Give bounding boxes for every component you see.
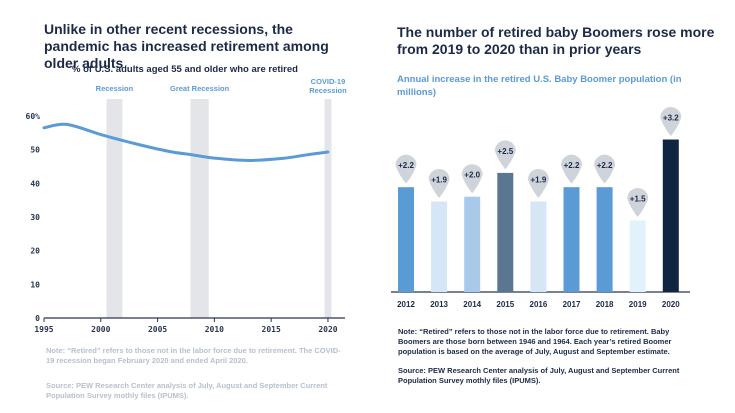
bar-value-marker	[561, 154, 582, 184]
x-tick-label: 1995	[34, 325, 53, 334]
left-panel-title: Unlike in other recent recessions, the p…	[44, 21, 329, 71]
right-source: Source: PEW Research Center analysis of …	[398, 366, 680, 385]
bar-category-label: 2020	[662, 300, 680, 309]
bar-category-label: 2019	[629, 300, 647, 309]
line-chart: Recession Great Recession COVID-19 Recessio…	[26, 77, 348, 334]
bar-2017	[563, 187, 580, 292]
x-tick-label: 2010	[205, 325, 224, 334]
bar-category-label: 2016	[530, 300, 548, 309]
bar-2013	[431, 201, 448, 292]
y-tick-label: 20	[30, 247, 40, 256]
recession-band-label: Great Recession	[170, 84, 230, 93]
bar-value-label: +1.9	[531, 175, 547, 184]
bar-2019	[629, 220, 646, 292]
bar-2016	[530, 201, 547, 292]
x-tick-label: 2015	[262, 325, 281, 334]
bar-2015	[497, 172, 514, 292]
bar-2020	[662, 139, 679, 292]
recession-band	[190, 99, 209, 318]
x-tick-label: 2020	[318, 325, 337, 334]
bar-2012	[398, 187, 414, 292]
bar-value-label: +2.2	[564, 161, 580, 170]
recession-band-label: COVID-19 Recession	[309, 77, 347, 95]
right-note: Note: “Retired” refers to those not in t…	[398, 327, 672, 356]
bar-value-marker	[428, 168, 450, 198]
bar-category-label: 2013	[430, 300, 448, 309]
bar-value-marker	[627, 188, 649, 218]
bar-value-label: +2.5	[497, 147, 513, 156]
x-tick-label: 2005	[148, 325, 167, 334]
retired-share-line	[42, 122, 330, 162]
bar-2018	[596, 187, 613, 292]
bar-value-marker	[395, 154, 417, 184]
y-tick-label: 30	[30, 213, 40, 222]
y-tick-label: 60%	[26, 112, 41, 121]
bar-chart: +2.2 2012 +1.9 2013 +2.0 2014 +2.5 2015 +1.9 2016…	[391, 107, 690, 309]
right-panel-title: The number of retired baby Boomers rose …	[397, 24, 715, 57]
left-note: Note: “Retired” refers to those not in t…	[46, 346, 341, 365]
y-tick-label: 0	[35, 314, 40, 323]
bar-value-label: +1.9	[431, 175, 447, 184]
bar-chart-subtitle: Annual increase in the retired U.S. Baby…	[397, 74, 682, 98]
recession-band	[106, 99, 123, 318]
bar-category-label: 2017	[563, 300, 581, 309]
y-tick-label: 10	[30, 280, 40, 289]
bar-category-label: 2015	[496, 300, 514, 309]
bar-category-label: 2018	[596, 300, 614, 309]
recession-band-label: Recession	[96, 84, 134, 93]
bar-category-label: 2014	[463, 300, 481, 309]
bar-value-marker	[461, 164, 483, 194]
bar-value-marker	[594, 154, 616, 184]
left-source: Source: PEW Research Center analysis of …	[46, 381, 328, 400]
recession-band	[324, 99, 332, 318]
bar-value-marker	[660, 107, 682, 137]
bar-value-label: +2.2	[597, 161, 613, 170]
bar-value-label: +2.2	[398, 161, 414, 170]
y-tick-label: 50	[30, 146, 40, 155]
bar-value-marker	[527, 168, 549, 198]
y-tick-label: 40	[30, 179, 40, 188]
bar-value-label: +1.5	[630, 195, 646, 204]
bar-value-label: +3.2	[663, 114, 679, 123]
x-tick-label: 2000	[91, 325, 110, 334]
bar-category-label: 2012	[397, 300, 415, 309]
bar-value-marker	[494, 140, 516, 170]
bar-value-label: +2.0	[464, 171, 480, 180]
bar-2014	[464, 196, 481, 292]
line-chart-subtitle: % of U.S. adults aged 55 and older who a…	[72, 64, 298, 75]
